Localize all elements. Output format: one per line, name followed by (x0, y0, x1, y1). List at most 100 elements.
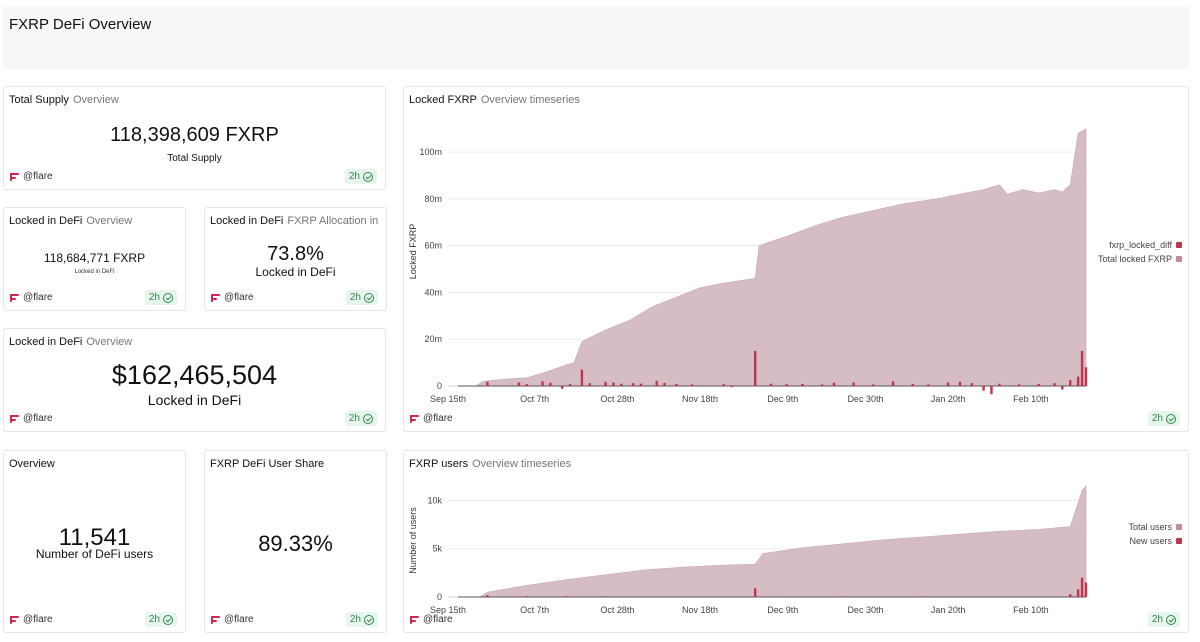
legend-item[interactable]: New users (1128, 534, 1182, 548)
x-tick-label: Dec 30th (847, 605, 883, 615)
bar (1084, 582, 1088, 597)
locked-defi-fxrp-card: Locked in DeFi Overview 118,684,771 FXRP … (3, 207, 186, 311)
legend-item[interactable]: fxrp_locked_diff (1098, 238, 1182, 252)
bar (675, 383, 678, 386)
check-circle-icon (1166, 413, 1176, 424)
brand-text: @flare (23, 614, 53, 625)
bar (840, 596, 844, 598)
check-circle-icon (163, 614, 173, 625)
brand[interactable]: @flare (10, 614, 53, 625)
dashboard-header: FXRP DeFi Overview (3, 6, 1189, 69)
y-tick-label: 5k (432, 544, 442, 554)
brand[interactable]: @flare (10, 171, 53, 182)
card-title: FXRP DeFi User Share (210, 458, 325, 470)
locked-defi-pct-label: Locked in DeFi (255, 265, 336, 279)
x-tick-label: Sep 15th (430, 394, 466, 404)
bar (690, 384, 694, 386)
x-tick-label: Oct 7th (520, 394, 549, 404)
card-subtitle: Overview timeseries (472, 458, 572, 470)
x-tick-label: Oct 7th (520, 605, 549, 615)
flare-logo-icon (10, 615, 19, 624)
flare-logo-icon (211, 293, 220, 302)
card-title: FXRP users Overview timeseries (409, 458, 571, 470)
card-subtitle: FXRP Allocation in ... (287, 215, 382, 227)
legend-swatch (1176, 242, 1182, 248)
x-tick-label: Jan 20th (931, 394, 966, 404)
bar (990, 386, 993, 395)
bar (1084, 367, 1088, 386)
card-subtitle: Overview (86, 215, 133, 227)
bar (753, 588, 757, 597)
user-share-card: FXRP DeFi User Share 89.33% @flare 2h (204, 450, 387, 633)
legend-label: Total locked FXRP (1097, 254, 1172, 264)
bar (753, 350, 757, 386)
legend-item[interactable]: Total users (1128, 520, 1182, 534)
bar (1080, 577, 1084, 597)
area-series (448, 485, 1087, 598)
locked-defi-usd-label: Locked in DeFi (147, 392, 242, 408)
bar (832, 382, 836, 386)
freshness-text: 2h (148, 614, 160, 625)
freshness-text: 2h (349, 292, 361, 303)
y-tick-label: 0 (437, 381, 442, 391)
card-title-text: Total Supply (9, 94, 69, 106)
bar (631, 383, 635, 386)
bar (655, 380, 658, 386)
locked-defi-usd-card: Locked in DeFi Overview $162,465,504 Lock… (3, 328, 386, 432)
bar (1069, 380, 1072, 386)
freshness-badge: 2h (344, 411, 377, 426)
total-supply-card: Total Supply Overview 118,398,609 FXRP To… (3, 86, 386, 190)
brand-text: @flare (423, 614, 453, 625)
locked-defi-pct-value: 73.8% (267, 243, 324, 265)
locked-fxrp-chart[interactable]: 0 20m 40m 60m 80m 100m Locked FXRP Sep 15th Oct … (404, 101, 1188, 421)
card-title-text: FXRP users (409, 458, 469, 470)
y-tick-label: 20m (424, 334, 442, 344)
freshness-text: 2h (1151, 413, 1163, 424)
check-circle-icon (363, 171, 373, 182)
brand[interactable]: @flare (211, 614, 254, 625)
legend-item[interactable]: Total locked FXRP (1098, 252, 1182, 266)
flare-logo-icon (10, 293, 19, 302)
legend-label: Total users (1128, 522, 1172, 532)
bar (1061, 386, 1064, 390)
locked-defi-fxrp-value: 118,684,771 FXRP (43, 251, 146, 265)
brand[interactable]: @flare (211, 292, 254, 303)
fxrp-users-chart[interactable]: 0 5k 10k Number of users Sep 15th Oct 7th Oct … (404, 465, 1188, 625)
bar (730, 386, 733, 388)
check-circle-icon (1166, 614, 1176, 625)
locked-defi-usd-value: $162,465,504 (111, 360, 278, 390)
bar (1037, 383, 1040, 386)
bar (1076, 376, 1080, 386)
brand[interactable]: @flare (410, 614, 453, 625)
brand-text: @flare (423, 413, 453, 424)
y-tick-label: 10k (427, 495, 442, 505)
card-subtitle: Overview (72, 94, 119, 106)
bar (785, 384, 788, 386)
brand-text: @flare (23, 292, 53, 303)
bar (852, 382, 855, 386)
bar (580, 369, 584, 386)
x-tick-label: Feb 10th (1013, 605, 1049, 615)
bar (801, 383, 804, 386)
legend-swatch (1176, 538, 1182, 544)
area-series (448, 128, 1087, 387)
defi-users-card: Overview 11,541 Number of DeFi users @fl… (3, 450, 186, 633)
bar (958, 381, 962, 386)
freshness-badge: 2h (344, 169, 377, 184)
bar (663, 382, 666, 386)
brand[interactable]: @flare (10, 413, 53, 424)
locked-defi-pct-card: Locked in DeFi FXRP Allocation in ... 73.… (204, 207, 387, 311)
bar (604, 381, 607, 386)
flare-logo-icon (211, 615, 220, 624)
bar (946, 382, 950, 386)
freshness-badge: 2h (1147, 612, 1180, 627)
brand[interactable]: @flare (410, 413, 453, 424)
brand[interactable]: @flare (10, 292, 53, 303)
x-tick-label: Dec 9th (767, 605, 798, 615)
y-tick-label: 100m (419, 147, 442, 157)
brand-text: @flare (224, 614, 254, 625)
bar (1080, 350, 1084, 386)
bar (525, 596, 528, 597)
bar (1076, 589, 1080, 597)
x-tick-label: Oct 28th (600, 605, 634, 615)
